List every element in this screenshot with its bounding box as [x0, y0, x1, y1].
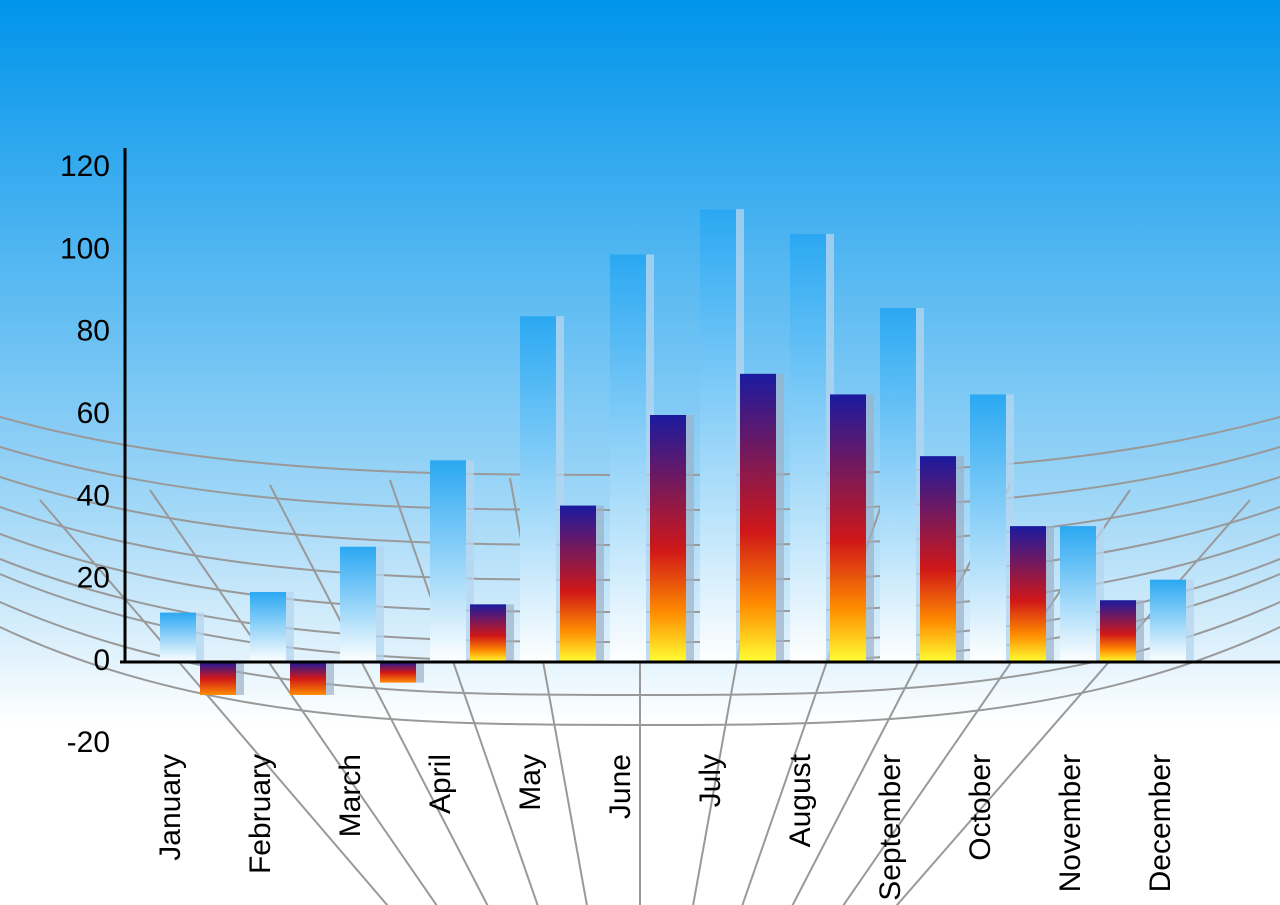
- x-tick-label: June: [604, 754, 637, 819]
- x-tick-label: December: [1144, 754, 1177, 892]
- bar-b: [920, 456, 956, 662]
- y-tick-label: 120: [60, 150, 110, 183]
- bar-a: [610, 254, 646, 662]
- chart-svg: -20 0 20 40 60 80 100 120 January February March Ap…: [0, 0, 1280, 905]
- chart-stage: -20 0 20 40 60 80 100 120 January February March Ap…: [0, 0, 1280, 905]
- bar-b: [650, 415, 686, 662]
- bar-b: [470, 604, 506, 662]
- bar-b: [1010, 526, 1046, 662]
- bar-a: [970, 394, 1006, 662]
- bar-a: [520, 316, 556, 662]
- y-tick-label: 40: [77, 479, 110, 512]
- bar-a: [430, 460, 466, 662]
- bar-a: [1060, 526, 1096, 662]
- bar-a: [1150, 580, 1186, 662]
- x-tick-label: April: [424, 754, 457, 814]
- y-tick-label: 20: [77, 562, 110, 595]
- bar-b: [200, 662, 236, 695]
- x-tick-label: May: [514, 754, 547, 811]
- x-tick-label: January: [154, 754, 187, 861]
- bar-b: [1100, 600, 1136, 662]
- x-tick-label: September: [874, 754, 907, 901]
- bar-a: [340, 547, 376, 662]
- bar-a: [880, 308, 916, 662]
- bar-a: [790, 234, 826, 662]
- x-tick-label: November: [1054, 754, 1087, 892]
- x-tick-label: August: [784, 753, 817, 847]
- bar-a: [160, 613, 196, 662]
- x-tick-label: July: [694, 754, 727, 807]
- y-tick-label: 80: [77, 315, 110, 348]
- bar-b: [290, 662, 326, 695]
- x-tick-label: March: [334, 754, 367, 837]
- y-tick-label: 100: [60, 232, 110, 265]
- bar-b: [830, 394, 866, 662]
- bar-b: [740, 374, 776, 662]
- bar-b: [380, 662, 416, 683]
- bar-a: [700, 209, 736, 662]
- x-tick-label: October: [964, 754, 997, 861]
- y-tick-label: 60: [77, 397, 110, 430]
- bar-a: [250, 592, 286, 662]
- y-tick-label: 0: [93, 644, 110, 677]
- y-tick-label: -20: [67, 726, 110, 759]
- bar-b: [560, 506, 596, 662]
- x-tick-label: February: [244, 754, 277, 874]
